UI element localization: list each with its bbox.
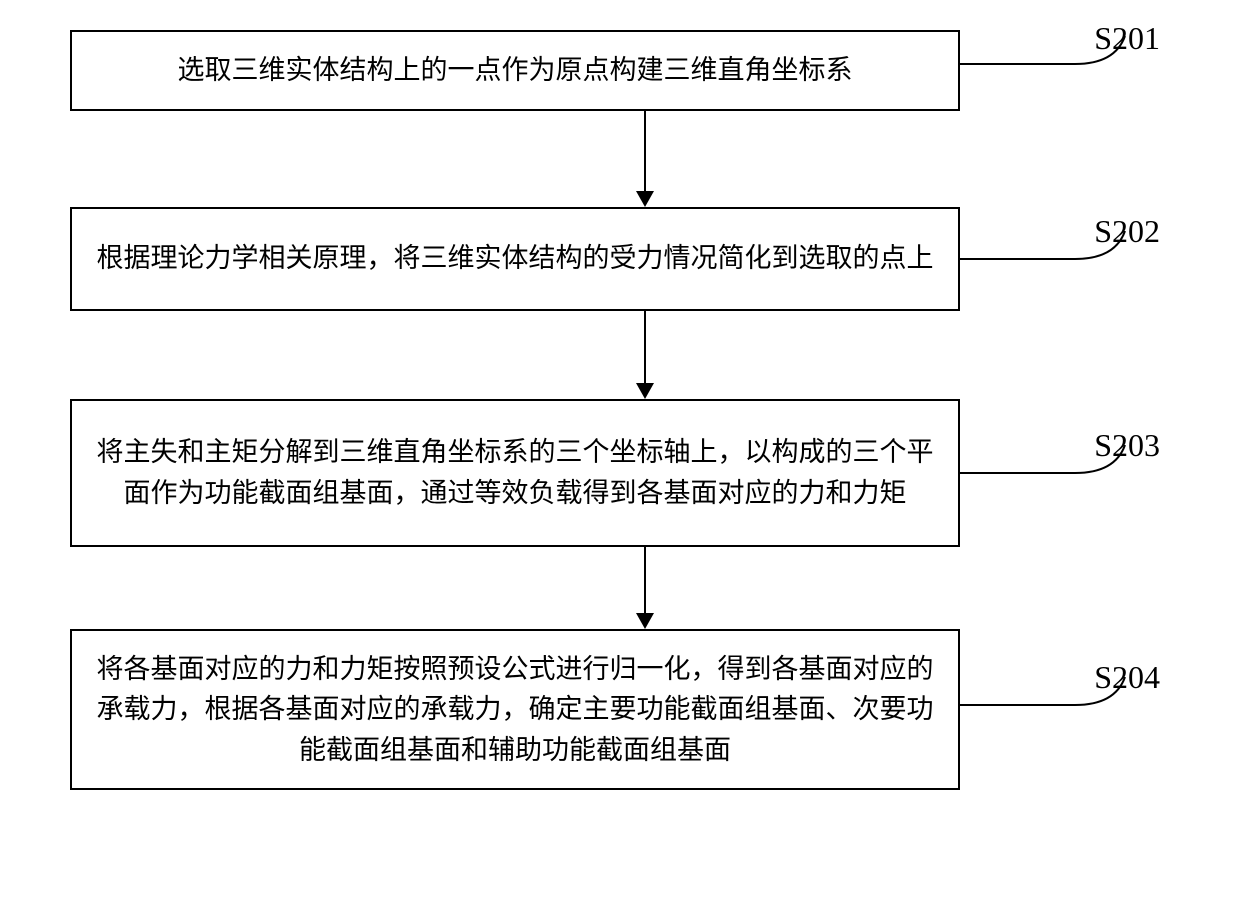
arrow-head-2 (636, 383, 654, 399)
arrow-s203-s204 (200, 547, 1090, 629)
arrow-s202-s203 (200, 311, 1090, 399)
arrow-s201-s202 (200, 111, 1090, 207)
step-row-s203: 将主失和主矩分解到三维直角坐标系的三个坐标轴上，以构成的三个平面作为功能截面组基… (20, 399, 1220, 547)
step-label-s204: S204 (1094, 659, 1160, 696)
step-text-s204: 将各基面对应的力和力矩按照预设公式进行归一化，得到各基面对应的承载力，根据各基面… (92, 649, 938, 771)
step-row-s201: 选取三维实体结构上的一点作为原点构建三维直角坐标系 S201 (20, 30, 1220, 111)
step-row-s202: 根据理论力学相关原理，将三维实体结构的受力情况简化到选取的点上 S202 (20, 207, 1220, 311)
step-text-s201: 选取三维实体结构上的一点作为原点构建三维直角坐标系 (178, 50, 853, 91)
arrow-head-3 (636, 613, 654, 629)
step-label-s202: S202 (1094, 213, 1160, 250)
step-label-s203: S203 (1094, 427, 1160, 464)
arrow-line-1 (644, 111, 646, 191)
arrow-line-2 (644, 311, 646, 383)
step-text-s203: 将主失和主矩分解到三维直角坐标系的三个坐标轴上，以构成的三个平面作为功能截面组基… (92, 432, 938, 513)
step-box-s202: 根据理论力学相关原理，将三维实体结构的受力情况简化到选取的点上 (70, 207, 960, 311)
step-box-s203: 将主失和主矩分解到三维直角坐标系的三个坐标轴上，以构成的三个平面作为功能截面组基… (70, 399, 960, 547)
step-box-s204: 将各基面对应的力和力矩按照预设公式进行归一化，得到各基面对应的承载力，根据各基面… (70, 629, 960, 791)
step-box-s201: 选取三维实体结构上的一点作为原点构建三维直角坐标系 (70, 30, 960, 111)
arrow-head-1 (636, 191, 654, 207)
flowchart-container: 选取三维实体结构上的一点作为原点构建三维直角坐标系 S201 根据理论力学相关原… (20, 30, 1220, 790)
arrow-line-3 (644, 547, 646, 613)
step-label-s201: S201 (1094, 20, 1160, 57)
step-text-s202: 根据理论力学相关原理，将三维实体结构的受力情况简化到选取的点上 (97, 238, 934, 279)
step-row-s204: 将各基面对应的力和力矩按照预设公式进行归一化，得到各基面对应的承载力，根据各基面… (20, 629, 1220, 791)
